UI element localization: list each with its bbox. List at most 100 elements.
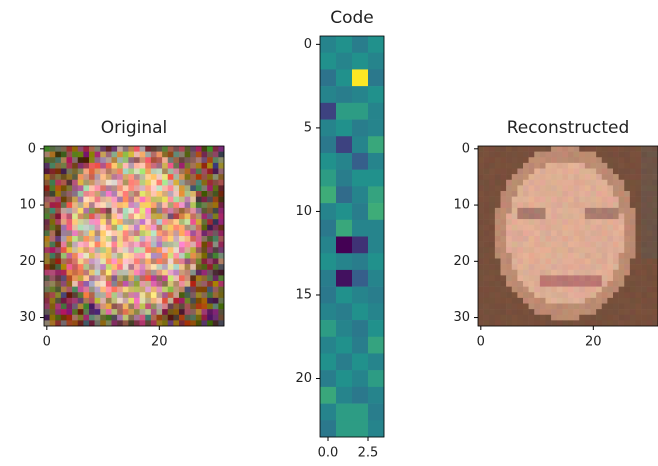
pixel xyxy=(95,320,101,326)
x-tick-label: 0.0 xyxy=(318,446,339,461)
pixel xyxy=(562,169,568,175)
pixel xyxy=(134,304,140,310)
pixel xyxy=(140,292,146,298)
pixel xyxy=(652,242,658,248)
pixel xyxy=(613,185,619,191)
pixel xyxy=(202,259,208,265)
pixel xyxy=(523,174,529,180)
pixel xyxy=(78,157,84,163)
pixel xyxy=(162,180,168,186)
pixel xyxy=(546,208,552,214)
cell xyxy=(368,237,384,254)
pixel xyxy=(67,247,73,253)
pixel xyxy=(540,270,546,276)
pixel xyxy=(134,174,140,180)
cell xyxy=(352,420,368,437)
pixel xyxy=(613,180,619,186)
cell xyxy=(368,203,384,220)
pixel xyxy=(591,320,597,326)
pixel xyxy=(168,242,174,248)
pixel xyxy=(134,197,140,203)
pixel xyxy=(551,208,557,214)
pixel xyxy=(83,275,89,281)
pixel xyxy=(157,146,163,152)
pixel xyxy=(123,287,129,293)
pixel xyxy=(602,185,608,191)
pixel xyxy=(168,180,174,186)
pixel xyxy=(512,281,518,287)
pixel xyxy=(78,292,84,298)
pixel xyxy=(607,185,613,191)
pixel xyxy=(557,197,563,203)
pixel xyxy=(95,152,101,158)
pixel xyxy=(162,259,168,265)
pixel xyxy=(546,242,552,248)
pixel xyxy=(190,191,196,197)
pixel xyxy=(190,259,196,265)
pixel xyxy=(179,146,185,152)
pixel xyxy=(506,169,512,175)
pixel xyxy=(202,225,208,231)
pixel xyxy=(67,236,73,242)
pixel xyxy=(506,304,512,310)
pixel xyxy=(624,185,630,191)
pixel xyxy=(613,264,619,270)
pixel xyxy=(619,247,625,253)
pixel xyxy=(641,169,647,175)
pixel xyxy=(591,304,597,310)
pixel xyxy=(546,219,552,225)
pixel xyxy=(61,197,67,203)
pixel xyxy=(218,236,224,242)
pixel xyxy=(173,309,179,315)
pixel xyxy=(117,191,123,197)
pixel xyxy=(602,320,608,326)
pixel xyxy=(50,253,56,259)
pixel xyxy=(540,202,546,208)
pixel xyxy=(652,146,658,152)
pixel xyxy=(50,281,56,287)
pixel xyxy=(173,315,179,321)
pixel xyxy=(506,230,512,236)
pixel xyxy=(523,152,529,158)
pixel xyxy=(67,287,73,293)
pixel xyxy=(190,309,196,315)
pixel xyxy=(173,281,179,287)
pixel xyxy=(624,202,630,208)
cell xyxy=(352,69,368,86)
pixel xyxy=(512,287,518,293)
pixel xyxy=(168,275,174,281)
pixel xyxy=(540,208,546,214)
cell xyxy=(336,86,352,103)
pixel xyxy=(546,157,552,163)
pixel xyxy=(72,287,78,293)
pixel xyxy=(484,315,490,321)
pixel xyxy=(83,214,89,220)
pixel xyxy=(495,208,501,214)
pixel xyxy=(534,242,540,248)
pixel xyxy=(546,191,552,197)
pixel xyxy=(207,152,213,158)
pixel xyxy=(647,214,653,220)
pixel xyxy=(568,287,574,293)
pixel xyxy=(568,180,574,186)
pixel xyxy=(517,197,523,203)
pixel xyxy=(55,174,61,180)
pixel xyxy=(190,214,196,220)
pixel xyxy=(83,180,89,186)
pixel xyxy=(67,315,73,321)
pixel xyxy=(484,309,490,315)
pixel xyxy=(140,253,146,259)
pixel xyxy=(506,298,512,304)
pixel xyxy=(579,242,585,248)
pixel xyxy=(652,174,658,180)
pixel xyxy=(95,191,101,197)
pixel xyxy=(72,309,78,315)
pixel xyxy=(489,287,495,293)
pixel xyxy=(157,242,163,248)
pixel xyxy=(579,208,585,214)
pixel xyxy=(123,247,129,253)
pixel xyxy=(630,197,636,203)
pixel xyxy=(557,304,563,310)
pixel xyxy=(489,304,495,310)
pixel xyxy=(585,270,591,276)
